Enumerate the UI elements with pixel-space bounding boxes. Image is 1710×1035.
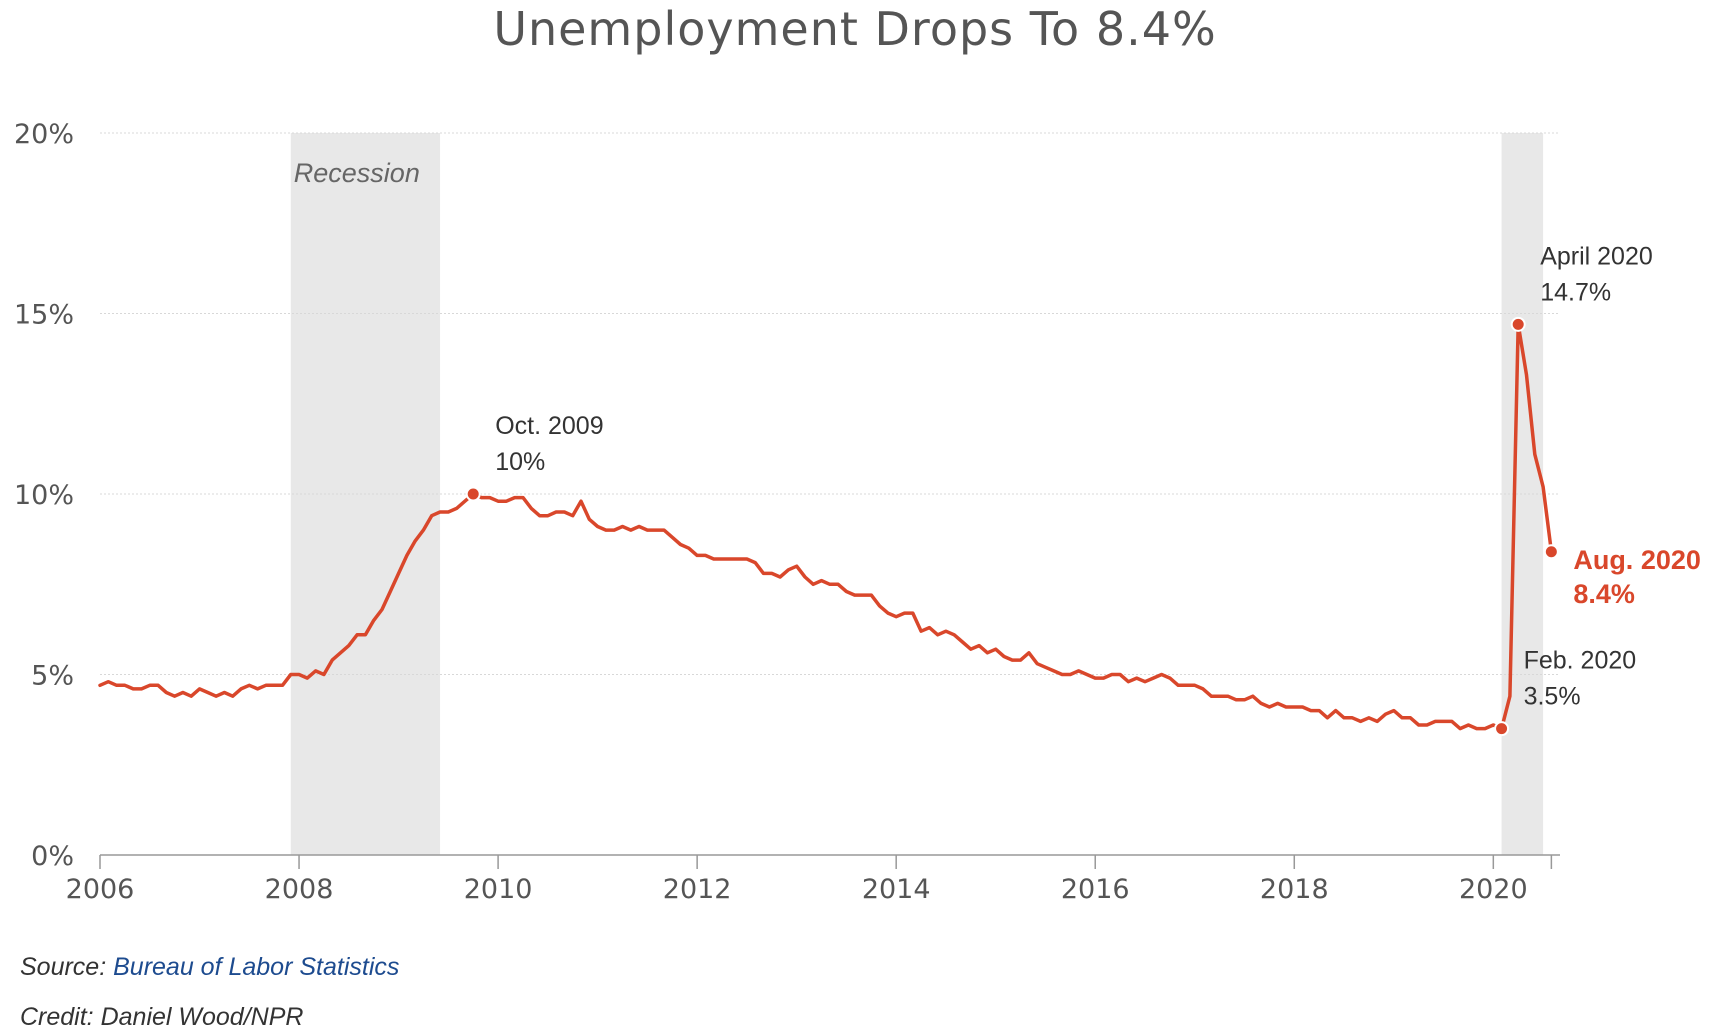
annotation-label-value: 10% bbox=[495, 448, 545, 476]
annotation-label-value: 14.7% bbox=[1540, 278, 1611, 306]
chart-title: Unemployment Drops To 8.4% bbox=[493, 2, 1217, 56]
y-tick-label: 20% bbox=[14, 119, 74, 150]
annotation-label-date: Feb. 2020 bbox=[1524, 647, 1637, 675]
annotation-label-date: Oct. 2009 bbox=[495, 412, 603, 440]
y-tick-label: 15% bbox=[14, 300, 74, 331]
annotation-label-value: 8.4% bbox=[1573, 579, 1635, 609]
source-prefix: Source: bbox=[20, 953, 114, 981]
source-line: Source: Bureau of Labor Statistics bbox=[20, 953, 399, 982]
annotation-point bbox=[465, 486, 481, 502]
y-tick-label: 5% bbox=[31, 661, 74, 692]
source-link[interactable]: Bureau of Labor Statistics bbox=[113, 953, 400, 981]
annotation-point bbox=[1510, 316, 1526, 332]
annotation-label-date: April 2020 bbox=[1540, 242, 1653, 270]
axes-layer: 0% 5% 10% 15% 20% 2006 2008 2010 2012 2014 2016 201… bbox=[14, 119, 1560, 905]
x-tick-label: 2014 bbox=[862, 874, 931, 905]
x-tick-label: 2012 bbox=[663, 874, 732, 905]
annotation-label-date: Aug. 2020 bbox=[1573, 545, 1701, 575]
x-tick-label: 2006 bbox=[66, 874, 135, 905]
gridlines-layer bbox=[100, 132, 1560, 675]
annotation-labels-layer: Oct. 2009 10% Feb. 2020 3.5% April 2020 14.7%… bbox=[495, 242, 1701, 710]
x-tick-label: 2018 bbox=[1260, 874, 1329, 905]
annotation-point bbox=[1494, 721, 1510, 737]
series-line-unemployment-rate bbox=[98, 322, 1554, 731]
x-tick-label: 2010 bbox=[464, 874, 533, 905]
x-tick-label: 2016 bbox=[1061, 874, 1130, 905]
recession-label: Recession bbox=[294, 158, 420, 188]
x-tick-label: 2020 bbox=[1459, 874, 1528, 905]
annotation-label-value: 3.5% bbox=[1524, 683, 1581, 711]
y-tick-label: 10% bbox=[14, 480, 74, 511]
series-line-layer bbox=[98, 322, 1554, 731]
credit-line: Credit: Daniel Wood/NPR bbox=[20, 1003, 304, 1031]
annotation-point bbox=[1543, 544, 1559, 560]
annotation-points-layer bbox=[465, 316, 1559, 737]
x-tick-label: 2008 bbox=[265, 874, 334, 905]
y-tick-label: 0% bbox=[31, 841, 74, 872]
